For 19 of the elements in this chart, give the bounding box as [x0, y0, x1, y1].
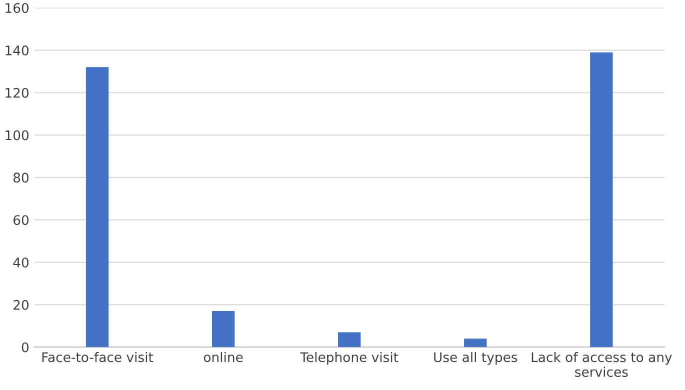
- y-tick-label: 160: [6, 3, 29, 13]
- y-tick-label: 140: [6, 45, 29, 56]
- bar: [464, 338, 487, 348]
- y-tick-label: 80: [13, 172, 29, 183]
- y-tick-label: 120: [6, 88, 29, 98]
- x-tick-label: Face-to-face visit: [42, 352, 154, 362]
- y-tick-label: 0: [22, 342, 29, 352]
- bar: [212, 311, 235, 348]
- y-tick-label: 20: [14, 300, 29, 310]
- y-tick-label: 60: [14, 215, 29, 226]
- y-tick-label: 100: [6, 130, 29, 140]
- bar: [338, 332, 361, 348]
- x-tick-label: Lack of access to any services: [532, 352, 672, 377]
- x-tick-label: Use all types: [434, 352, 518, 365]
- x-tick-label: Telephone visit: [300, 352, 398, 365]
- bar: [590, 52, 613, 348]
- y-tick-label: 40: [13, 257, 29, 268]
- bar: [86, 67, 109, 348]
- x-tick-label: online: [204, 352, 243, 362]
